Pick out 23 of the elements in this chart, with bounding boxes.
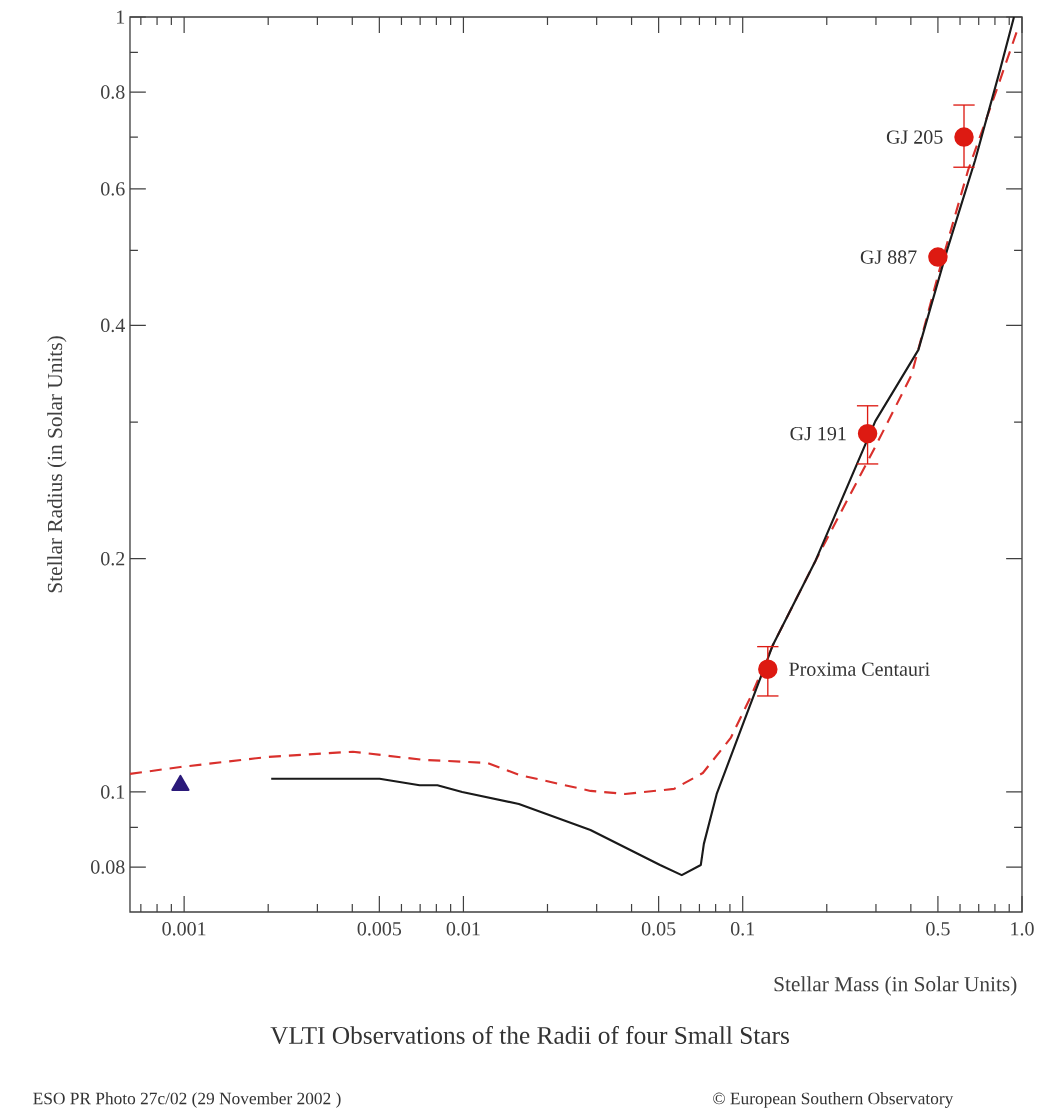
x-tick-label: 0.005 (357, 922, 402, 936)
y-tick-label: 0.6 (101, 182, 125, 196)
x-axis-title: Stellar Mass (in Solar Units) (774, 976, 1017, 996)
y-tick-label: 0.08 (91, 860, 125, 874)
annotation: GJ 191 (790, 426, 846, 441)
x-tick-label: 0.1 (730, 922, 755, 936)
y-tick-label: 0.8 (101, 85, 125, 99)
annotation: GJ 205 (886, 130, 943, 144)
x-tick-label: 0.05 (641, 922, 676, 936)
y-tick-label: 1 (117, 10, 125, 24)
y-tick-label: 0.4 (101, 318, 125, 333)
text: © European Southern Observatory (713, 1092, 954, 1108)
text: ESO PR Photo 27c/02 (29 November 2002 ) (33, 1092, 341, 1108)
y-tick-label: 0.2 (101, 551, 125, 566)
x-tick-label: 0.5 (926, 922, 950, 936)
y-tick-label: 0.1 (101, 785, 125, 799)
y-axis-title: Stellar Radius (in Solar Units) (47, 336, 67, 593)
annotation: GJ 887 (860, 250, 917, 264)
x-tick-label: 0.01 (446, 922, 480, 936)
annotation: Proxima Centauri (789, 662, 930, 676)
x-tick-label: 1.0 (1011, 922, 1034, 936)
text: VLTI Observations of the Radii of four Small Stars (270, 1025, 789, 1045)
x-tick-label: 0.001 (162, 922, 206, 936)
